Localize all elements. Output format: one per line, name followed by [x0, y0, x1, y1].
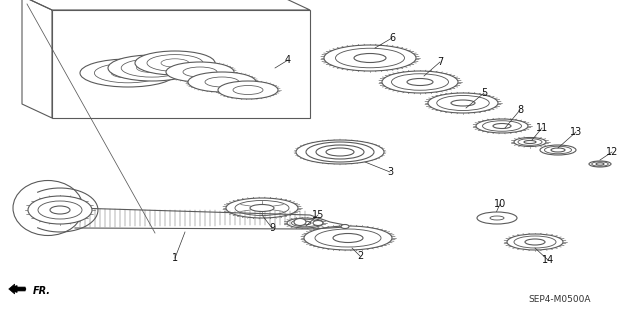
Ellipse shape	[407, 78, 433, 85]
Ellipse shape	[592, 162, 608, 166]
Ellipse shape	[436, 95, 489, 110]
Ellipse shape	[296, 140, 384, 164]
Ellipse shape	[451, 100, 475, 106]
Ellipse shape	[291, 219, 319, 227]
Ellipse shape	[235, 201, 289, 215]
Ellipse shape	[108, 55, 196, 81]
Ellipse shape	[80, 59, 176, 87]
Ellipse shape	[589, 161, 611, 167]
Ellipse shape	[287, 218, 323, 228]
Ellipse shape	[166, 62, 234, 82]
Ellipse shape	[428, 93, 498, 113]
Ellipse shape	[596, 163, 604, 165]
Ellipse shape	[95, 63, 161, 83]
Ellipse shape	[38, 201, 82, 219]
Ellipse shape	[147, 55, 203, 71]
Text: 5: 5	[481, 88, 487, 98]
Ellipse shape	[490, 216, 504, 220]
Text: SEP4-M0500A: SEP4-M0500A	[529, 295, 591, 305]
Ellipse shape	[306, 142, 374, 162]
Ellipse shape	[514, 236, 556, 248]
Ellipse shape	[518, 139, 542, 145]
Ellipse shape	[188, 72, 256, 92]
Ellipse shape	[514, 138, 546, 147]
Text: 12: 12	[606, 147, 618, 157]
Ellipse shape	[315, 229, 381, 247]
Text: 6: 6	[389, 33, 395, 43]
Ellipse shape	[183, 67, 217, 77]
Ellipse shape	[135, 51, 215, 75]
Ellipse shape	[316, 145, 364, 159]
Ellipse shape	[324, 45, 416, 71]
Ellipse shape	[333, 234, 363, 243]
Ellipse shape	[218, 81, 278, 99]
Text: 1: 1	[172, 253, 178, 263]
Text: FR.: FR.	[33, 286, 51, 296]
Ellipse shape	[205, 77, 239, 87]
Ellipse shape	[233, 85, 263, 94]
Ellipse shape	[161, 59, 189, 67]
Ellipse shape	[313, 220, 323, 226]
Text: 8: 8	[517, 105, 523, 115]
Ellipse shape	[382, 71, 458, 93]
Text: 13: 13	[570, 127, 582, 137]
Text: 11: 11	[536, 123, 548, 133]
Ellipse shape	[493, 124, 511, 129]
Ellipse shape	[483, 121, 522, 131]
Ellipse shape	[111, 68, 145, 78]
Ellipse shape	[136, 63, 168, 73]
Ellipse shape	[507, 234, 563, 250]
Ellipse shape	[121, 59, 183, 77]
Ellipse shape	[551, 148, 565, 152]
Ellipse shape	[250, 204, 274, 212]
Text: 4: 4	[285, 55, 291, 65]
Text: 10: 10	[494, 199, 506, 209]
Text: 3: 3	[387, 167, 393, 177]
Text: 2: 2	[357, 251, 363, 261]
Ellipse shape	[524, 140, 536, 143]
Ellipse shape	[304, 226, 392, 250]
Ellipse shape	[326, 148, 354, 156]
Text: 14: 14	[542, 255, 554, 265]
Ellipse shape	[226, 198, 298, 218]
Text: 9: 9	[269, 223, 275, 233]
Ellipse shape	[294, 219, 306, 226]
Text: 15: 15	[312, 210, 324, 220]
Ellipse shape	[525, 239, 545, 245]
Ellipse shape	[545, 146, 572, 154]
Ellipse shape	[341, 225, 349, 228]
Ellipse shape	[354, 53, 386, 62]
Ellipse shape	[540, 145, 576, 155]
Ellipse shape	[28, 196, 92, 224]
Ellipse shape	[299, 221, 311, 225]
Ellipse shape	[392, 74, 449, 90]
Text: 7: 7	[437, 57, 443, 67]
Ellipse shape	[335, 48, 404, 68]
Ellipse shape	[477, 212, 517, 224]
Ellipse shape	[50, 206, 70, 214]
Ellipse shape	[476, 119, 528, 133]
